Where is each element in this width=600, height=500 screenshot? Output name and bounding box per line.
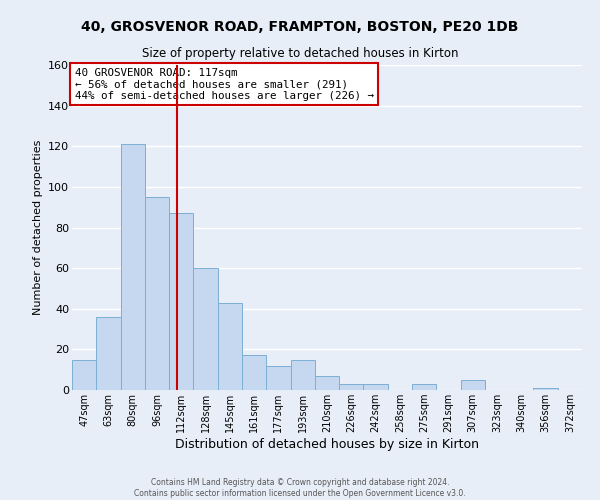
Bar [364,384,388,390]
Bar [96,317,121,390]
Bar [145,197,169,390]
Bar [412,384,436,390]
Bar [315,376,339,390]
Text: 40, GROSVENOR ROAD, FRAMPTON, BOSTON, PE20 1DB: 40, GROSVENOR ROAD, FRAMPTON, BOSTON, PE… [82,20,518,34]
Text: 40 GROSVENOR ROAD: 117sqm
← 56% of detached houses are smaller (291)
44% of semi: 40 GROSVENOR ROAD: 117sqm ← 56% of detac… [75,68,374,101]
Bar [193,268,218,390]
Y-axis label: Number of detached properties: Number of detached properties [32,140,43,315]
Bar [339,384,364,390]
Text: Contains HM Land Registry data © Crown copyright and database right 2024.
Contai: Contains HM Land Registry data © Crown c… [134,478,466,498]
Bar [218,302,242,390]
Text: Size of property relative to detached houses in Kirton: Size of property relative to detached ho… [142,48,458,60]
Bar [169,214,193,390]
Bar [242,356,266,390]
Bar [121,144,145,390]
Bar [266,366,290,390]
X-axis label: Distribution of detached houses by size in Kirton: Distribution of detached houses by size … [175,438,479,451]
Bar [72,360,96,390]
Bar [461,380,485,390]
Bar [533,388,558,390]
Bar [290,360,315,390]
